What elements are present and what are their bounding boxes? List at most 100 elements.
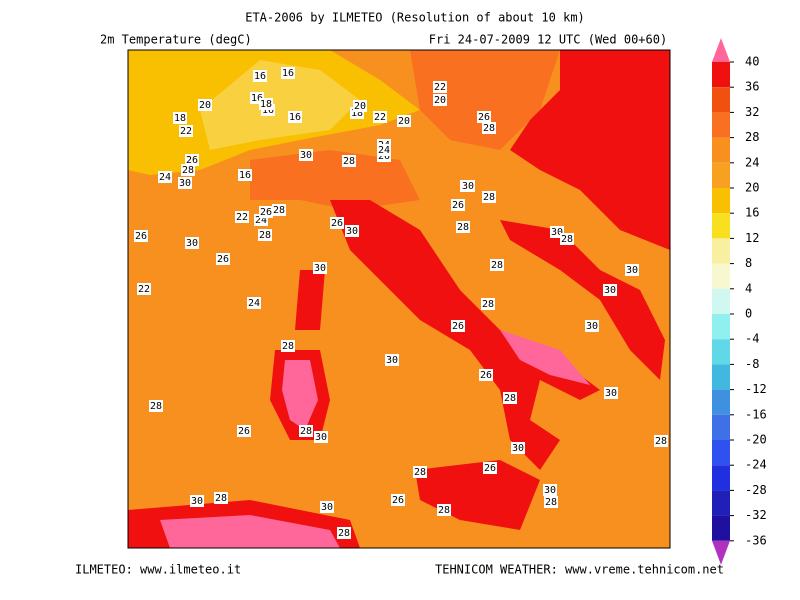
colorbar-bottom-arrow: [712, 540, 730, 565]
contour-label: 26: [452, 200, 464, 211]
contour-label: 22: [180, 126, 192, 137]
north-africa-hot-core: [160, 515, 340, 548]
contour-label: 28: [259, 230, 271, 241]
colorbar-label: 36: [745, 80, 759, 94]
colorbar-label: -36: [745, 533, 767, 547]
contour-label-box: [482, 122, 496, 134]
colorbar-swatch: [712, 288, 730, 314]
contour-label: 26: [260, 207, 272, 218]
contour-label-box: [272, 204, 286, 216]
contour-label: 28: [343, 156, 355, 167]
colorbar-label: -8: [745, 357, 759, 371]
contour-label-box: [178, 177, 192, 189]
contour-label-box: [353, 100, 367, 112]
contour-label: 30: [551, 227, 563, 238]
contour-label: 30: [300, 150, 312, 161]
contour-label-box: [451, 199, 465, 211]
contour-label-box: [281, 340, 295, 352]
contour-label: 28: [457, 222, 469, 233]
contour-label: 26: [484, 463, 496, 474]
contour-label-box: [214, 492, 228, 504]
contour-label-box: [259, 98, 273, 110]
contour-label: 28: [504, 393, 516, 404]
contour-label-box: [433, 81, 447, 93]
contour-label-box: [625, 264, 639, 276]
contour-label-box: [137, 283, 151, 295]
contour-label: 20: [199, 100, 211, 111]
colorbar-swatch: [712, 440, 730, 466]
contour-label-box: [190, 495, 204, 507]
contour-label-box: [503, 392, 517, 404]
colorbar-label: 8: [745, 256, 752, 270]
contour-label: 28: [483, 123, 495, 134]
colorbar-swatch: [712, 490, 730, 516]
contour-label: 28: [491, 260, 503, 271]
contour-label-box: [481, 298, 495, 310]
contour-label-box: [342, 155, 356, 167]
contour-label-box: [158, 171, 172, 183]
contour-label: 24: [255, 215, 267, 226]
colorbar-label: -32: [745, 508, 767, 522]
variable-label: 2m Temperature (degC): [100, 33, 252, 47]
contour-label: 30: [462, 181, 474, 192]
contour-label: 20: [354, 101, 366, 112]
colorbar-swatch: [712, 515, 730, 541]
contour-label-box: [511, 442, 525, 454]
contour-label: 26: [135, 231, 147, 242]
contour-label: 28: [545, 497, 557, 508]
contour-label: 22: [434, 82, 446, 93]
contour-labels: 1616161816162018222020182220242226282624…: [134, 67, 668, 539]
contour-label-box: [456, 221, 470, 233]
contour-label-box: [654, 435, 668, 447]
colorbar-swatch: [712, 314, 730, 340]
contour-label: 22: [374, 112, 386, 123]
footer-left: ILMETEO: www.ilmeteo.it: [75, 563, 241, 577]
colorbar-label: 12: [745, 231, 759, 245]
contour-label: 30: [315, 432, 327, 443]
contour-label-box: [258, 229, 272, 241]
contour-label-box: [385, 354, 399, 366]
contour-label-box: [134, 230, 148, 242]
contour-label: 26: [186, 155, 198, 166]
contour-label: 30: [191, 496, 203, 507]
contour-label: 28: [182, 165, 194, 176]
contour-label-box: [603, 284, 617, 296]
contour-label: 26: [378, 151, 390, 162]
title: ETA-2006 by ILMETEO (Resolution of about…: [245, 11, 585, 25]
contour-label-box: [433, 94, 447, 106]
contour-label-box: [391, 494, 405, 506]
contour-label: 20: [398, 116, 410, 127]
contour-label-box: [238, 169, 252, 181]
colorbar-label: -4: [745, 332, 759, 346]
contour-label-box: [299, 425, 313, 437]
colorbar-swatch: [712, 162, 730, 188]
colorbar-label: -24: [745, 458, 767, 472]
contour-label: 16: [289, 112, 301, 123]
contour-label-box: [477, 111, 491, 123]
contour-label-box: [377, 144, 391, 156]
contour-label: 28: [655, 436, 667, 447]
colorbar-label: 16: [745, 206, 759, 220]
contour-label-box: [314, 431, 328, 443]
colorbar-swatch: [712, 112, 730, 138]
contour-label-box: [482, 191, 496, 203]
contour-label: 24: [159, 172, 171, 183]
contour-label-box: [235, 211, 249, 223]
contour-label-box: [544, 496, 558, 508]
contour-label: 30: [314, 263, 326, 274]
contour-label: 30: [321, 502, 333, 513]
contour-label-box: [337, 527, 351, 539]
colorbar-swatch: [712, 414, 730, 440]
colorbar-swatch: [712, 62, 730, 88]
contour-label-box: [437, 504, 451, 516]
contour-label: 24: [248, 298, 260, 309]
colorbar-swatch: [712, 364, 730, 390]
map-area: 1616161816162018222020182220242226282624…: [128, 50, 670, 548]
contour-label: 16: [239, 170, 251, 181]
contour-label-box: [253, 70, 267, 82]
alps-core: [200, 60, 360, 150]
contour-label-box: [490, 259, 504, 271]
contour-label: 28: [561, 234, 573, 245]
colorbar: 4036322824201612840-4-8-12-16-20-24-28-3…: [712, 38, 767, 565]
